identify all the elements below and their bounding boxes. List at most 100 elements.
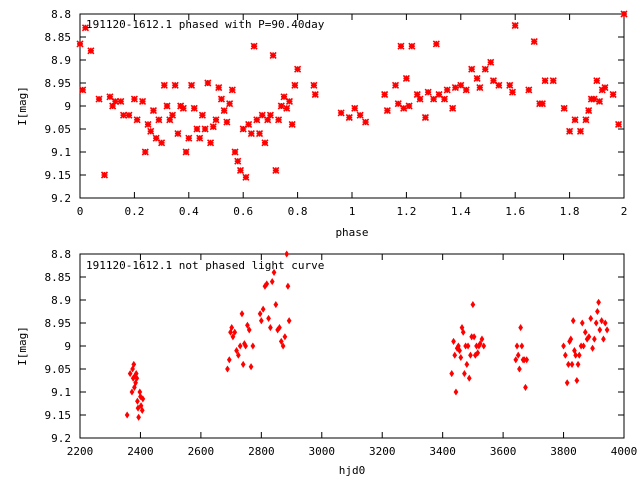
- phased-data-point: [95, 95, 103, 103]
- phased-data-point: [250, 42, 258, 50]
- unphased-data-point: [515, 351, 521, 359]
- phased-x-tick-label: 1.4: [451, 205, 471, 218]
- unphased-data-point: [234, 347, 239, 355]
- phased-data-point: [489, 77, 498, 85]
- unphased-y-tick-label: 9.2: [51, 432, 71, 445]
- unphased-data-point: [457, 347, 462, 355]
- unphased-data-point: [464, 360, 470, 368]
- unphased-data-point: [475, 349, 481, 357]
- unphased-chart-title: 191120-1612.1 not phased light curve: [86, 259, 324, 272]
- phased-data-point: [168, 111, 177, 119]
- unphased-data-point: [264, 280, 270, 288]
- unphased-data-point: [273, 301, 279, 309]
- phased-data-point: [525, 86, 533, 94]
- unphased-data-point: [140, 395, 146, 403]
- unphased-data-point: [599, 317, 604, 325]
- unphased-data-point: [228, 328, 233, 336]
- phased-data-point: [100, 171, 109, 179]
- phased-data-point: [405, 102, 413, 110]
- unphased-data-point: [569, 360, 575, 368]
- unphased-data-point: [130, 365, 135, 373]
- phased-y-tick-label: 9.05: [45, 123, 72, 136]
- unphased-y-axis-label: I[mag]: [16, 326, 29, 366]
- unphased-data-point: [277, 324, 282, 332]
- unphased-data-point: [581, 342, 586, 350]
- phased-data-point: [310, 81, 318, 89]
- unphased-data-point: [237, 342, 243, 350]
- phased-chart-title: 191120-1612.1 phased with P=90.40day: [86, 18, 325, 31]
- unphased-data-point: [564, 379, 570, 387]
- phased-data-point: [394, 100, 402, 108]
- unphased-data-point: [518, 324, 524, 332]
- phased-x-tick-label: 1.8: [560, 205, 580, 218]
- phased-data-point: [285, 97, 294, 105]
- phased-data-point: [119, 111, 128, 119]
- phased-data-point: [239, 125, 247, 133]
- phased-data-point: [261, 139, 269, 147]
- phased-data-point: [149, 107, 158, 115]
- phased-data-point: [291, 81, 299, 89]
- phased-data-point: [179, 104, 187, 112]
- phased-data-point: [171, 81, 179, 89]
- unphased-x-tick-label: 2200: [67, 445, 94, 458]
- phased-y-tick-label: 8.85: [45, 31, 72, 44]
- unphased-data-point: [135, 404, 141, 412]
- unphased-data-point: [570, 317, 576, 325]
- phased-data-point: [351, 104, 359, 112]
- unphased-x-axis-label: hjd0: [339, 464, 366, 477]
- phased-data-point: [111, 97, 119, 105]
- unphased-data-point: [236, 351, 241, 359]
- unphased-data-point: [124, 411, 130, 419]
- phased-data-point: [530, 38, 538, 46]
- phased-data-point: [451, 84, 459, 92]
- unphased-y-tick-label: 8.85: [45, 271, 72, 284]
- phased-y-tick-label: 8.8: [51, 8, 71, 21]
- unphased-x-tick-label: 3400: [429, 445, 456, 458]
- unphased-data-point: [225, 365, 230, 373]
- phased-data-point: [133, 116, 141, 124]
- unphased-y-tick-label: 9: [64, 340, 71, 353]
- unphased-data-point: [229, 324, 235, 332]
- unphased-data-point: [449, 370, 455, 378]
- phased-data-point: [549, 77, 557, 85]
- phased-data-point: [424, 88, 432, 96]
- phased-x-axis-label: phase: [335, 226, 368, 239]
- unphased-data-point: [282, 333, 288, 341]
- unphased-data-point: [131, 360, 137, 368]
- phased-data-point: [432, 40, 440, 48]
- phased-data-point: [614, 120, 623, 128]
- unphased-data-point: [470, 301, 476, 309]
- unphased-data-point: [582, 328, 588, 336]
- unphased-data-point: [517, 365, 522, 373]
- phased-data-point: [402, 74, 410, 82]
- phased-data-point: [593, 77, 601, 85]
- phased-x-tick-label: 0.8: [288, 205, 308, 218]
- phased-data-point: [311, 90, 319, 99]
- unphased-data-point: [285, 282, 291, 290]
- unphased-data-point: [258, 317, 264, 325]
- unphased-data-point: [280, 342, 286, 350]
- phased-y-tick-label: 9.1: [51, 146, 71, 159]
- unphased-data-point: [602, 319, 608, 327]
- phased-data-point: [391, 81, 400, 89]
- phased-x-tick-label: 1: [349, 205, 356, 218]
- unphased-data-point: [230, 333, 236, 341]
- unphased-data-point: [139, 406, 145, 414]
- phased-data-point: [236, 166, 245, 174]
- phased-data-point: [601, 84, 609, 92]
- phased-data-point: [106, 93, 114, 101]
- phased-data-point: [609, 90, 617, 99]
- unphased-data-point: [127, 370, 133, 378]
- phased-data-point: [381, 90, 389, 99]
- phased-data-point: [217, 95, 226, 103]
- phased-y-axis-label: I[mag]: [16, 86, 29, 126]
- unphased-data-point: [573, 351, 579, 359]
- unphased-x-tick-label: 2800: [248, 445, 275, 458]
- phased-data-point: [443, 86, 451, 94]
- phased-data-point: [144, 120, 152, 128]
- phased-data-point: [215, 84, 223, 92]
- unphased-x-tick-label: 3600: [490, 445, 517, 458]
- phased-data-point: [576, 127, 585, 135]
- phased-x-tick-label: 0.2: [124, 205, 144, 218]
